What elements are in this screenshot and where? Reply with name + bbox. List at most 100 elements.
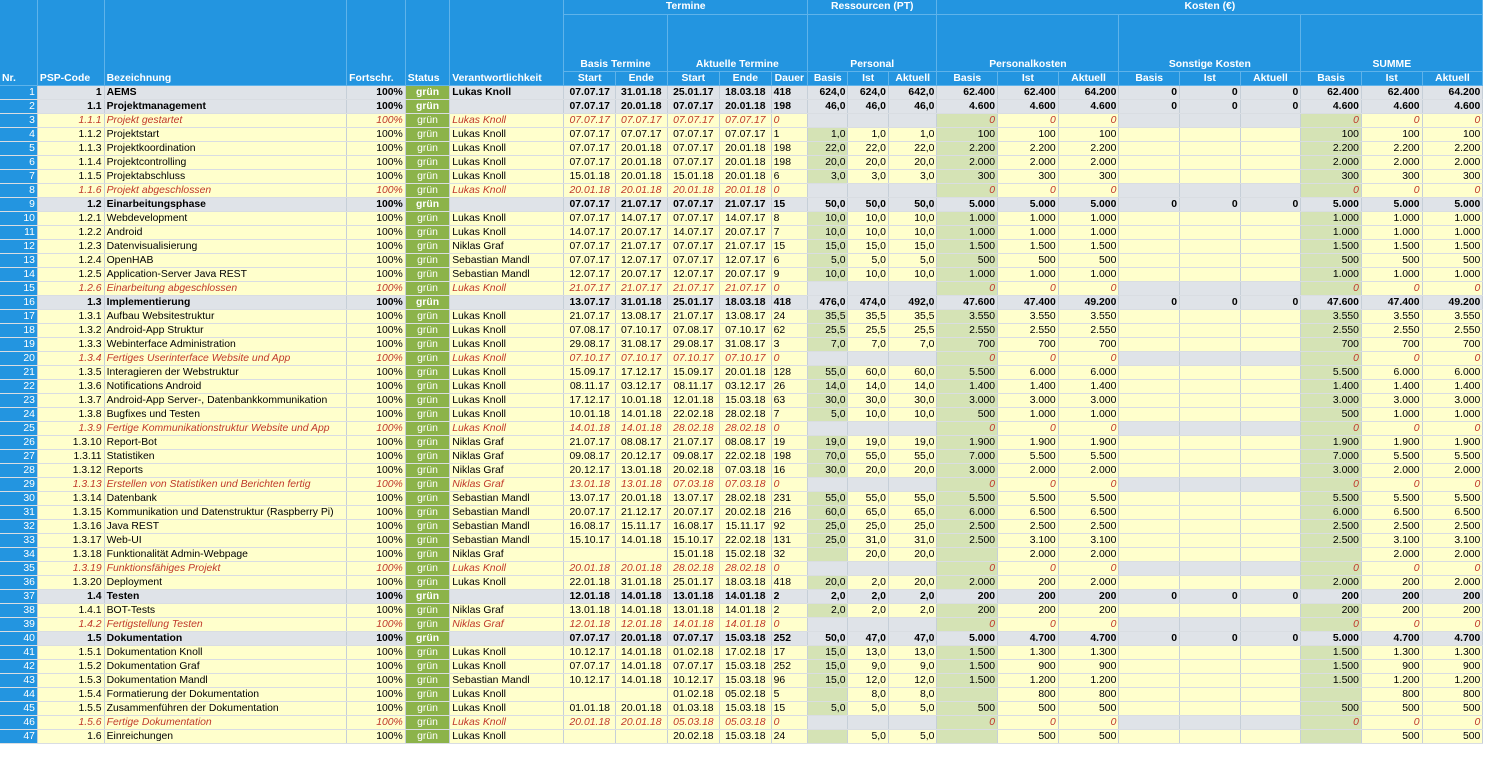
cell-status[interactable]: grün: [405, 267, 451, 282]
cell-summe-aktuell[interactable]: 64.200: [1422, 85, 1484, 100]
cell-summe-ist[interactable]: 2.200: [1361, 141, 1423, 156]
cell-status[interactable]: grün: [405, 449, 451, 464]
cell-fortschritt[interactable]: 100%: [346, 589, 406, 604]
cell-basis-ende[interactable]: 20.01.18: [615, 491, 668, 506]
cell-sk-aktuell[interactable]: [1240, 575, 1302, 590]
cell-basis-ende[interactable]: 20.01.18: [615, 561, 668, 576]
cell-basis-ende[interactable]: 12.01.18: [615, 617, 668, 632]
cell-summe-aktuell[interactable]: 2.000: [1422, 463, 1484, 478]
cell-psp-code[interactable]: 1.3.13: [37, 477, 105, 492]
table-row[interactable]: 1 1 AEMS 100% grün Lukas Knoll 07.07.17 31.01.1…: [0, 85, 1487, 100]
cell-pk-ist[interactable]: 500: [997, 729, 1059, 744]
cell-bezeichnung[interactable]: Android: [104, 225, 348, 240]
cell-status[interactable]: grün: [405, 505, 451, 520]
cell-summe-basis[interactable]: 0: [1300, 351, 1362, 366]
cell-fortschritt[interactable]: 100%: [346, 351, 406, 366]
cell-status[interactable]: grün: [405, 673, 451, 688]
cell-aktuell-ende[interactable]: 28.02.18: [719, 407, 772, 422]
table-row[interactable]: 4 1.1.2 Projektstart 100% grün Lukas Knoll 07.…: [0, 127, 1487, 142]
cell-personal-aktuell[interactable]: [888, 421, 938, 436]
cell-personal-basis[interactable]: [807, 281, 849, 296]
cell-aktuell-ende[interactable]: 15.03.18: [719, 701, 772, 716]
cell-pk-aktuell[interactable]: 0: [1058, 617, 1120, 632]
cell-fortschritt[interactable]: 100%: [346, 421, 406, 436]
cell-status[interactable]: grün: [405, 295, 451, 310]
cell-summe-aktuell[interactable]: 1.000: [1422, 407, 1484, 422]
cell-aktuell-ende[interactable]: 28.02.18: [719, 491, 772, 506]
cell-personal-basis[interactable]: 5,0: [807, 701, 849, 716]
cell-row-number[interactable]: 21: [0, 365, 38, 380]
cell-personal-basis[interactable]: 15,0: [807, 645, 849, 660]
cell-basis-ende[interactable]: 07.10.17: [615, 323, 668, 338]
cell-sk-basis[interactable]: [1118, 169, 1180, 184]
cell-bezeichnung[interactable]: Dokumentation Graf: [104, 659, 348, 674]
cell-sk-ist[interactable]: [1179, 547, 1241, 562]
cell-fortschritt[interactable]: 100%: [346, 113, 406, 128]
cell-basis-start[interactable]: 20.01.18: [563, 561, 616, 576]
cell-verantwortlichkeit[interactable]: Lukas Knoll: [449, 281, 565, 296]
cell-basis-start[interactable]: 13.01.18: [563, 477, 616, 492]
cell-status[interactable]: grün: [405, 379, 451, 394]
cell-basis-ende[interactable]: 14.01.18: [615, 659, 668, 674]
cell-dauer[interactable]: 6: [771, 253, 809, 268]
cell-personal-ist[interactable]: 47,0: [847, 631, 889, 646]
cell-bezeichnung[interactable]: Interagieren der Webstruktur: [104, 365, 348, 380]
cell-dauer[interactable]: 1: [771, 127, 809, 142]
cell-sk-aktuell[interactable]: [1240, 127, 1302, 142]
cell-verantwortlichkeit[interactable]: Lukas Knoll: [449, 141, 565, 156]
cell-dauer[interactable]: 216: [771, 505, 809, 520]
cell-verantwortlichkeit[interactable]: Lukas Knoll: [449, 701, 565, 716]
cell-personal-aktuell[interactable]: [888, 183, 938, 198]
cell-personal-aktuell[interactable]: [888, 561, 938, 576]
cell-pk-aktuell[interactable]: 3.100: [1058, 533, 1120, 548]
col-header-personal-basis[interactable]: Basis: [807, 71, 849, 86]
cell-aktuell-start[interactable]: 07.07.17: [667, 211, 721, 226]
cell-bezeichnung[interactable]: Aufbau Websitestruktur: [104, 309, 348, 324]
cell-personal-ist[interactable]: 25,5: [847, 323, 889, 338]
cell-pk-aktuell[interactable]: 0: [1058, 477, 1120, 492]
cell-sk-basis[interactable]: [1118, 519, 1180, 534]
cell-pk-aktuell[interactable]: 1.500: [1058, 239, 1120, 254]
cell-summe-ist[interactable]: 200: [1361, 575, 1423, 590]
cell-dauer[interactable]: 9: [771, 267, 809, 282]
cell-sk-aktuell[interactable]: [1240, 547, 1302, 562]
cell-basis-start[interactable]: 21.07.17: [563, 309, 616, 324]
cell-aktuell-ende[interactable]: 17.02.18: [719, 645, 772, 660]
cell-sk-ist[interactable]: [1179, 449, 1241, 464]
cell-row-number[interactable]: 4: [0, 127, 38, 142]
cell-bezeichnung[interactable]: Bugfixes und Testen: [104, 407, 348, 422]
cell-dauer[interactable]: 0: [771, 477, 809, 492]
cell-psp-code[interactable]: 1.3: [37, 295, 105, 310]
cell-bezeichnung[interactable]: Erstellen von Statistiken und Berichten …: [104, 477, 348, 492]
cell-sk-ist[interactable]: [1179, 533, 1241, 548]
cell-summe-aktuell[interactable]: 2.000: [1422, 575, 1484, 590]
cell-summe-basis[interactable]: 47.600: [1300, 295, 1362, 310]
cell-summe-ist[interactable]: 1.900: [1361, 435, 1423, 450]
cell-row-number[interactable]: 1: [0, 85, 38, 100]
cell-sk-aktuell[interactable]: [1240, 169, 1302, 184]
cell-aktuell-ende[interactable]: 22.02.18: [719, 449, 772, 464]
cell-aktuell-start[interactable]: 07.07.17: [667, 141, 721, 156]
cell-row-number[interactable]: 23: [0, 393, 38, 408]
cell-dauer[interactable]: 92: [771, 519, 809, 534]
cell-personal-ist[interactable]: [847, 351, 889, 366]
cell-verantwortlichkeit[interactable]: Niklas Graf: [449, 547, 565, 562]
cell-basis-start[interactable]: 07.07.17: [563, 155, 616, 170]
cell-personal-ist[interactable]: 60,0: [847, 365, 889, 380]
col-header-bezeichnung[interactable]: Bezeichnung: [104, 0, 348, 86]
cell-pk-basis[interactable]: 500: [936, 407, 999, 422]
cell-pk-ist[interactable]: 1.000: [997, 407, 1059, 422]
cell-sk-aktuell[interactable]: [1240, 449, 1302, 464]
cell-pk-basis[interactable]: 1.500: [936, 673, 999, 688]
cell-summe-ist[interactable]: 2.000: [1361, 155, 1423, 170]
cell-dauer[interactable]: 7: [771, 407, 809, 422]
cell-psp-code[interactable]: 1.3.1: [37, 309, 105, 324]
cell-row-number[interactable]: 39: [0, 617, 38, 632]
cell-psp-code[interactable]: 1.3.15: [37, 505, 105, 520]
cell-fortschritt[interactable]: 100%: [346, 141, 406, 156]
cell-basis-start[interactable]: [563, 547, 616, 562]
cell-sk-basis[interactable]: [1118, 701, 1180, 716]
cell-pk-ist[interactable]: 5.500: [997, 449, 1059, 464]
cell-basis-start[interactable]: 12.07.17: [563, 267, 616, 282]
cell-pk-aktuell[interactable]: 4.600: [1058, 99, 1120, 114]
